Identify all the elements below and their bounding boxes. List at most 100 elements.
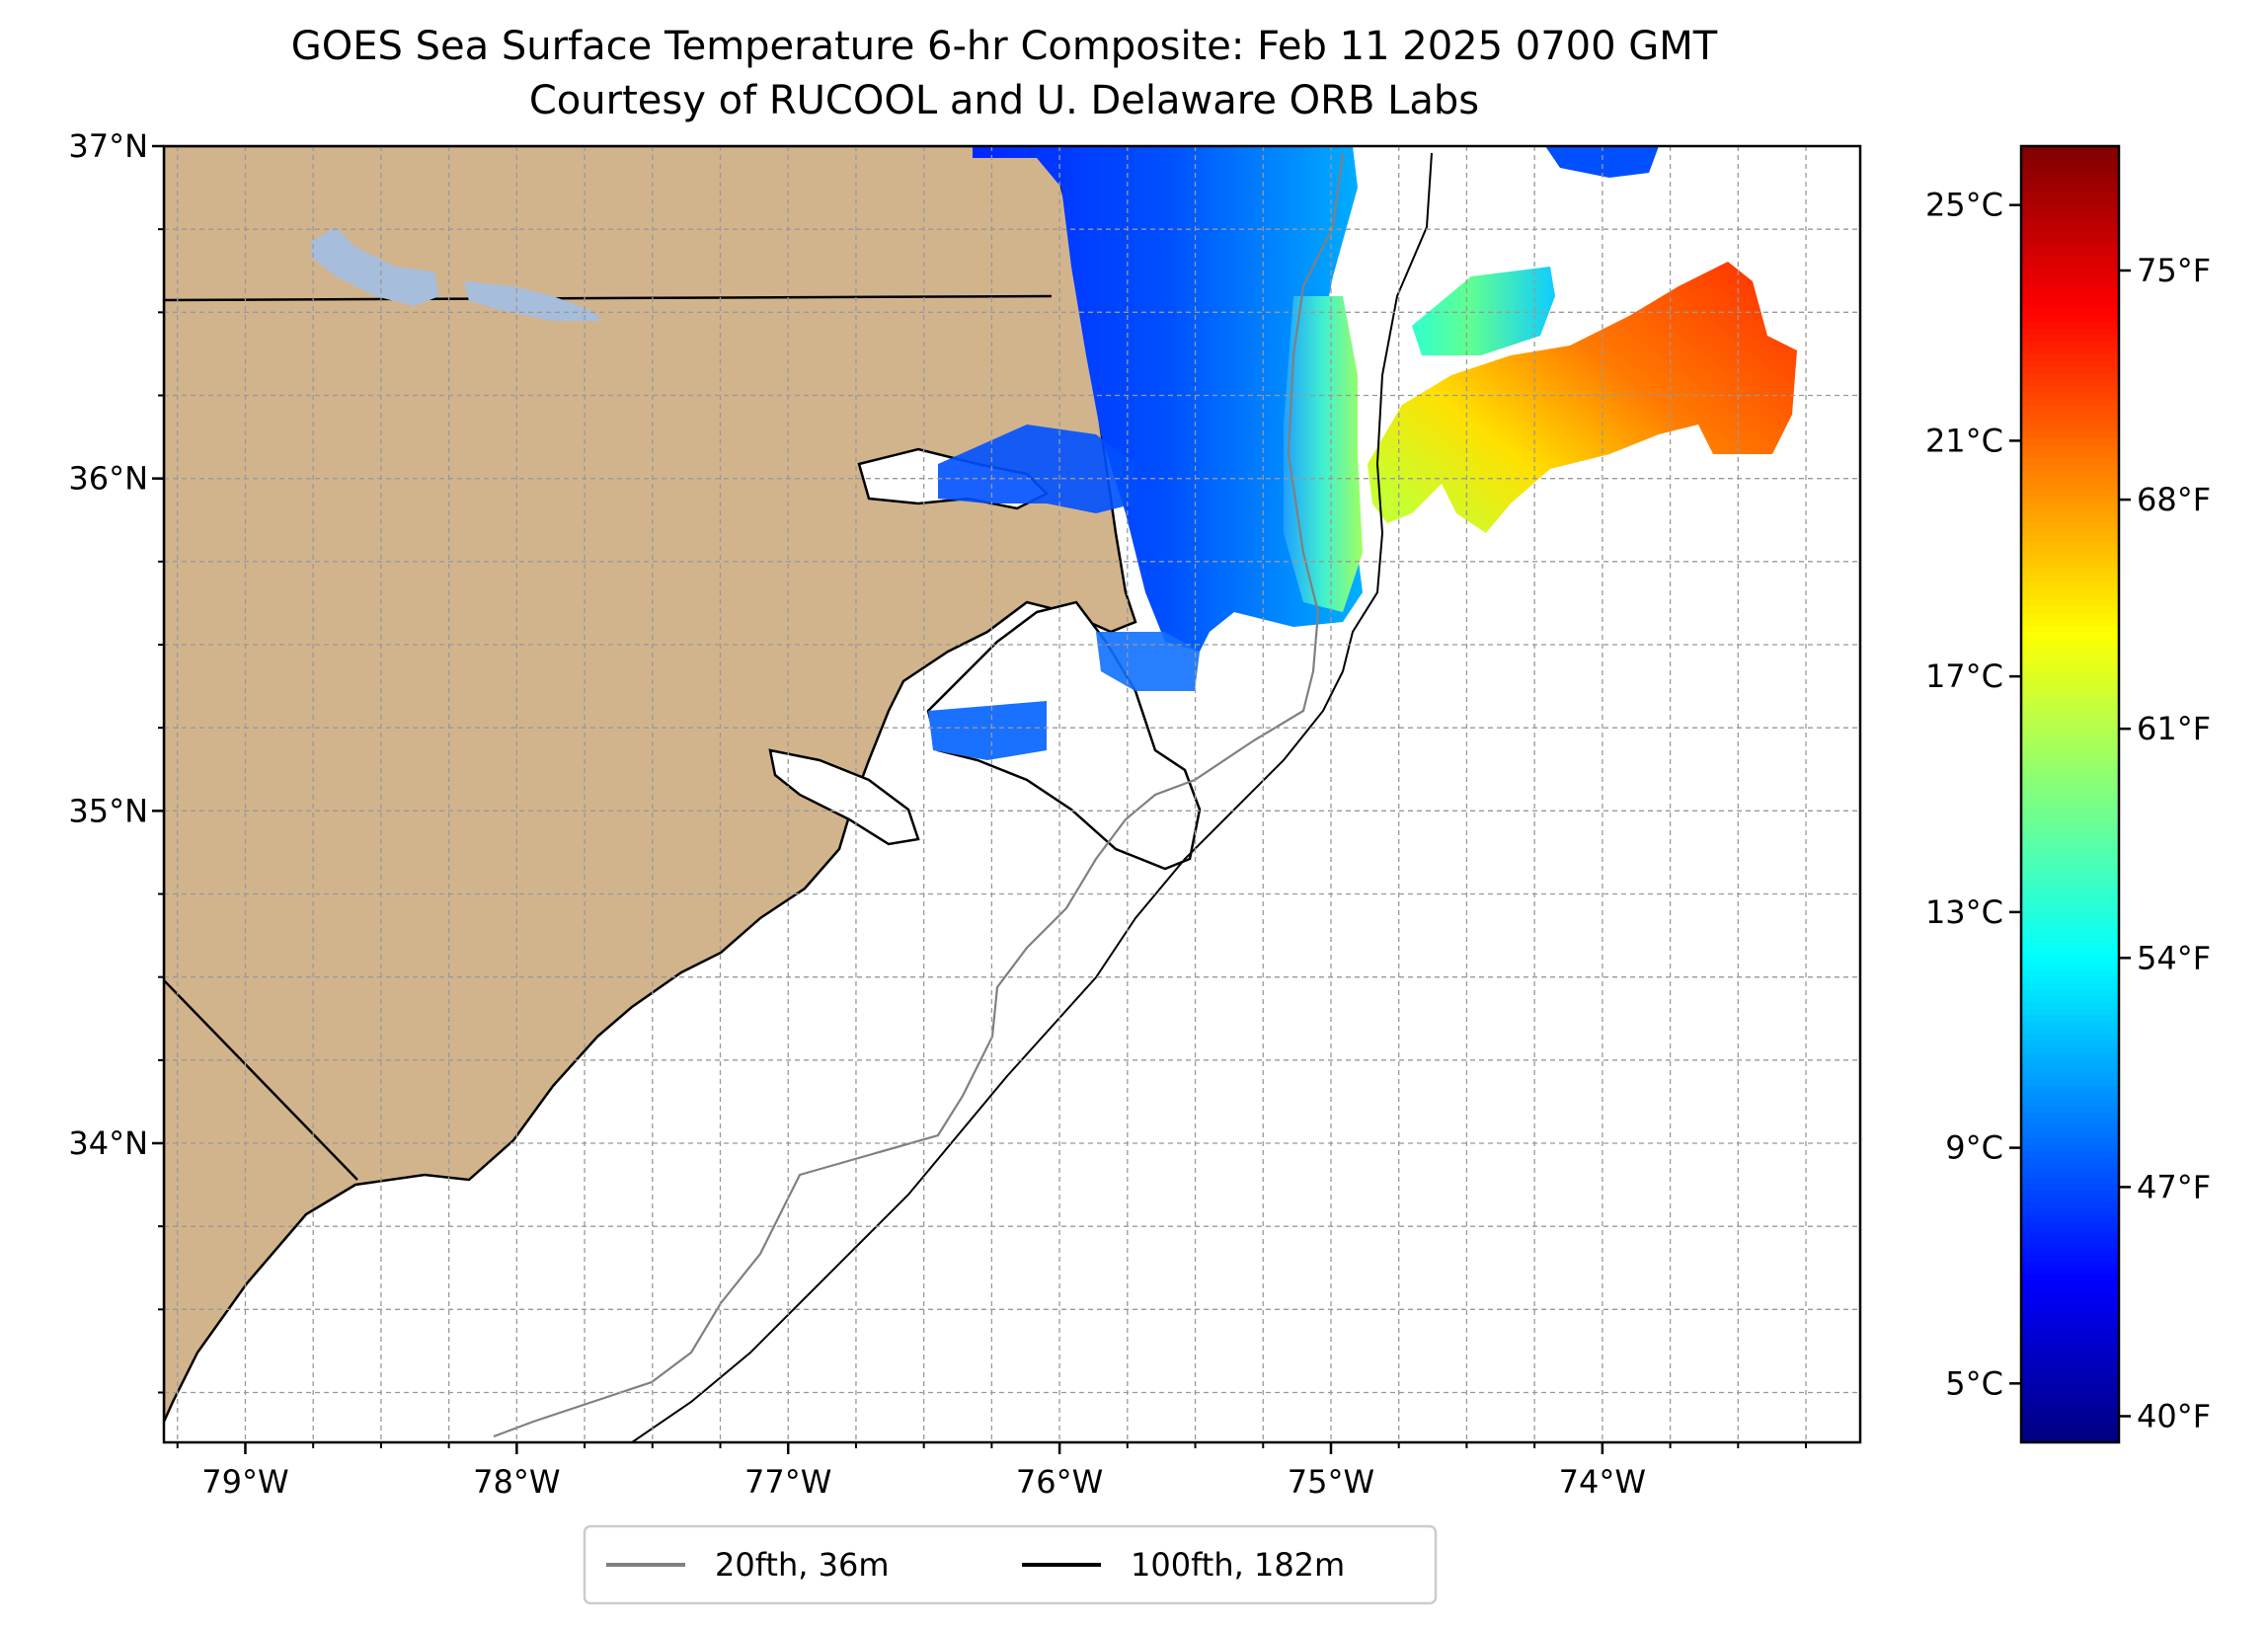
colorbar-stripe [2021,463,2119,471]
colorbar-stripe [2021,314,2119,322]
lon-tick-label: 78°W [473,1463,560,1501]
colorbar-stripe [2021,256,2119,264]
colorbar-stripe [2021,528,2119,536]
colorbar-stripe [2021,503,2119,510]
fahrenheit-tick-label: 47°F [2137,1168,2211,1205]
colorbar-stripe [2021,1130,2119,1139]
colorbar-stripe [2021,263,2119,271]
colorbar-stripe [2021,859,2119,867]
colorbar-frame [2019,144,2121,1444]
colorbar-stripe [2021,794,2119,802]
colorbar-stripe [2021,1325,2119,1333]
colorbar-stripe [2021,294,2119,303]
colorbar-stripe [2021,950,2119,958]
colorbar-stripe [2021,443,2119,452]
colorbar-stripe [2021,592,2119,601]
colorbar-celsius-axis: 25°C 21°C 17°C 13°C 9°C 5°C [1925,187,2021,1402]
colorbar-stripe [2021,910,2119,918]
state-border-nc-sc [164,979,358,1181]
colorbar-stripe [2021,1157,2119,1165]
sst-sound-patch [938,425,1135,513]
colorbar-stripe [2021,561,2119,569]
colorbar-stripe [2021,768,2119,776]
colorbar-stripe [2021,981,2119,990]
colorbar-stripe [2021,470,2119,478]
colorbar-stripe [2021,1066,2119,1074]
colorbar-stripe [2021,741,2119,750]
lat-tick-label: 37°N [68,127,148,165]
colorbar-stripe [2021,807,2119,814]
colorbar-stripe [2021,1377,2119,1385]
colorbar-stripe [2021,385,2119,394]
isobath-100fth [631,152,1433,1442]
colorbar-stripe [2021,599,2119,607]
colorbar-stripe [2021,281,2119,290]
colorbar-stripe [2021,372,2119,380]
colorbar-stripe [2021,968,2119,976]
colorbar-stripe [2021,275,2119,283]
colorbar-stripe [2021,975,2119,983]
colorbar-stripe [2021,508,2119,516]
colorbar-stripe [2021,554,2119,562]
colorbar-stripe [2021,515,2119,523]
colorbar-stripe [2021,1124,2119,1132]
colorbar-stripe [2021,197,2119,205]
colorbar-stripe [2021,774,2119,782]
colorbar-stripe [2021,1021,2119,1029]
colorbar-stripe [2021,430,2119,439]
colorbar-stripe [2021,269,2119,276]
colorbar-stripe [2021,1357,2119,1365]
colorbar-stripe [2021,1099,2119,1107]
map-gridlines [164,146,1860,1442]
colorbar-stripe [2021,612,2119,620]
colorbar-stripe [2021,457,2119,465]
neuse-river [768,748,920,846]
colorbar-stripe [2021,956,2119,964]
colorbar-stripe [2021,801,2119,809]
colorbar-stripe [2021,652,2119,659]
colorbar-stripe [2021,787,2119,796]
colorbar-stripe [2021,619,2119,627]
colorbar-stripe [2021,852,2119,860]
colorbar-stripe [2021,1248,2119,1256]
colorbar-stripe [2021,1435,2119,1443]
kerr-lake [311,227,439,306]
colorbar-stripe [2021,897,2119,905]
colorbar-stripe [2021,1092,2119,1100]
colorbar-stripe [2021,729,2119,737]
colorbar-stripe [2021,995,2119,1003]
colorbar-stripe [2021,813,2119,821]
colorbar-stripe [2021,359,2119,367]
colorbar-stripe [2021,1189,2119,1198]
colorbar-stripe [2021,1105,2119,1113]
sst-cold-north-patch [1545,146,1659,178]
colorbar-stripe [2021,1410,2119,1418]
colorbar-stripe [2021,1112,2119,1120]
colorbar-stripe [2021,1163,2119,1171]
colorbar-stripe [2021,1261,2119,1269]
colorbar-stripe [2021,1176,2119,1184]
colorbar-stripe [2021,865,2119,873]
colorbar-stripe [2021,366,2119,374]
colorbar-stripe [2021,392,2119,400]
colorbar-stripe [2021,723,2119,731]
lat-tick-label: 34°N [68,1124,148,1162]
colorbar-stripe [2021,178,2119,186]
colorbar-stripe [2021,645,2119,653]
fahrenheit-tick-label: 68°F [2137,481,2211,518]
colorbar-stripe [2021,334,2119,342]
colorbar-stripe [2021,146,2119,154]
sst-pamlico-patch [1096,632,1200,691]
legend-label-20fth: 20fth, 36m [715,1546,889,1584]
colorbar-stripe [2021,250,2119,258]
colorbar-stripe [2021,1014,2119,1022]
colorbar-stripe [2021,697,2119,705]
lat-tick-label: 35°N [68,792,148,829]
colorbar-stripe [2021,1118,2119,1125]
colorbar-stripe [2021,1352,2119,1359]
lon-tick-label: 76°W [1016,1463,1103,1501]
colorbar-stripe [2021,1306,2119,1314]
colorbar-stripe [2021,353,2119,361]
state-border-va-nc [164,294,1053,302]
colorbar-stripe [2021,943,2119,951]
